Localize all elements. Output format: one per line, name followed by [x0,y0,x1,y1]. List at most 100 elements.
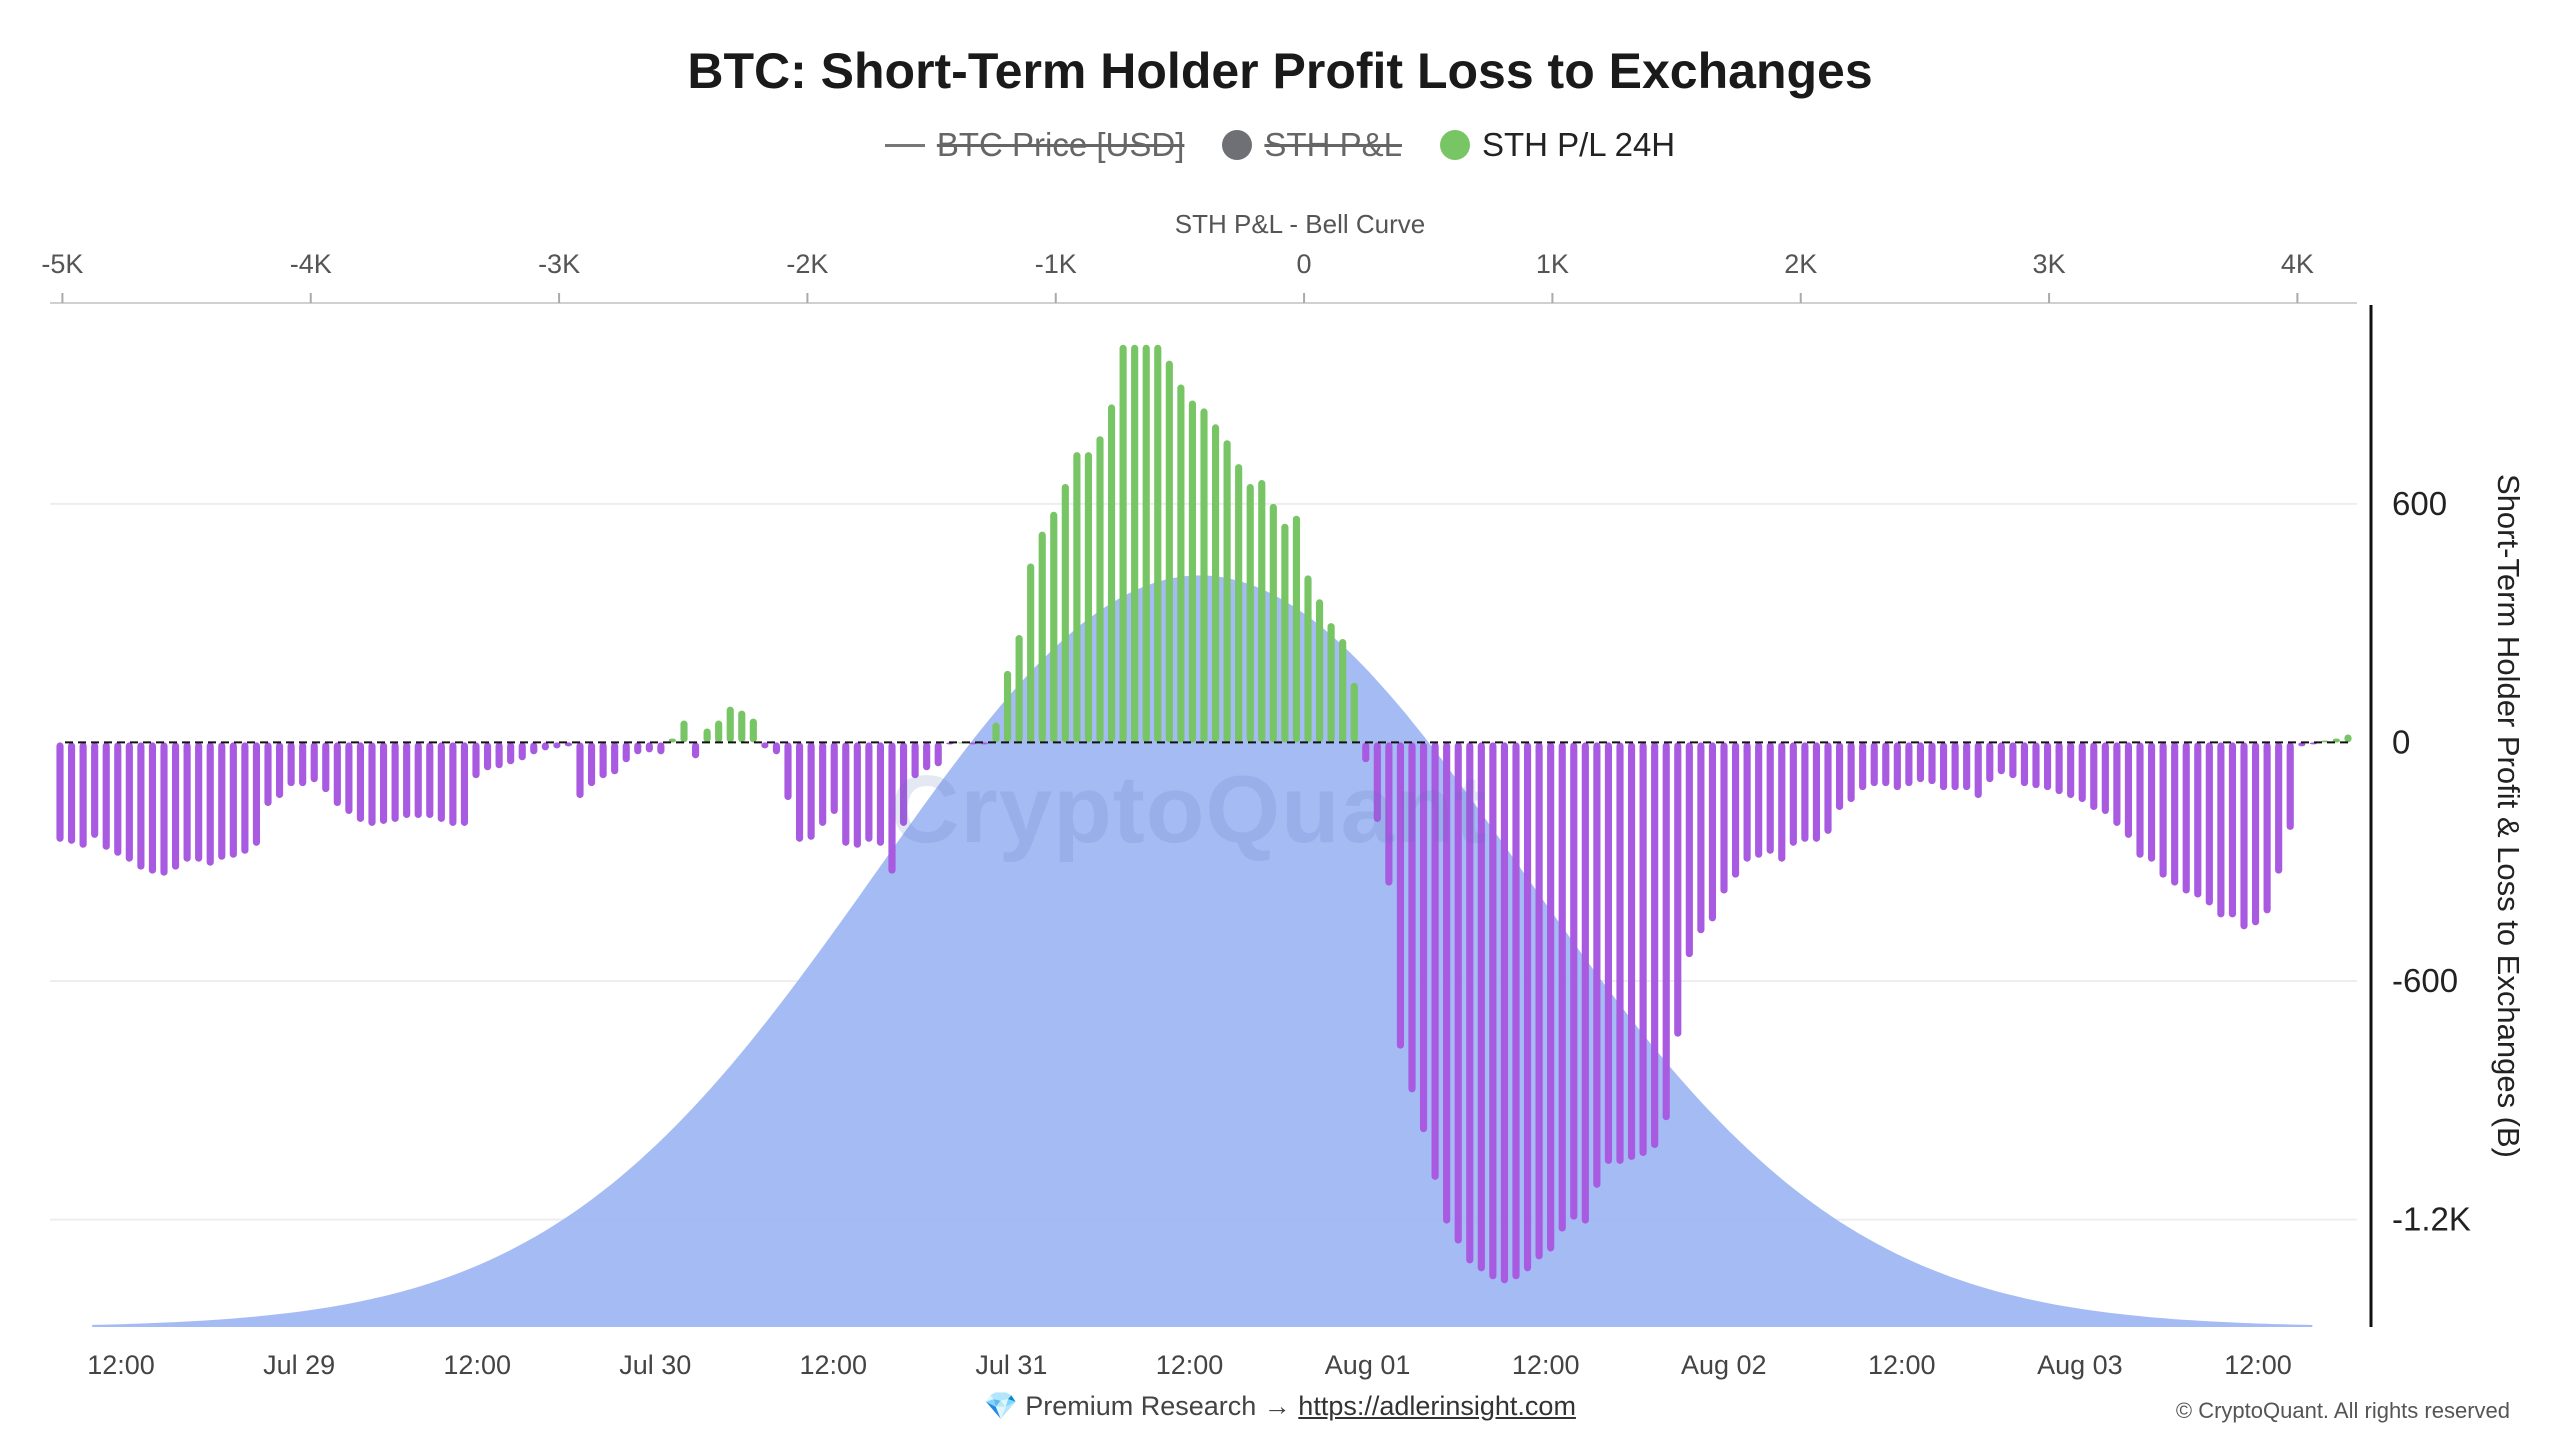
data-bar [1454,742,1462,1244]
data-bar [541,742,549,751]
data-bar [1396,742,1405,1049]
data-bar [1061,483,1069,743]
data-bar [1466,742,1474,1264]
top-axis-tick-label: 4K [2281,249,2314,279]
data-bar [67,742,76,844]
data-bar [772,742,781,755]
data-bar [1269,503,1277,743]
data-bar [2159,742,2167,878]
data-bar [576,742,584,799]
data-bar [1824,742,1832,834]
data-bar [437,742,445,822]
data-bar [1188,400,1197,743]
data-bar [1165,360,1173,743]
data-bar [1708,742,1717,922]
data-bar [322,742,330,793]
x-axis-tick-label: 12:00 [87,1350,155,1380]
data-bar [2067,742,2075,799]
data-bar [229,742,237,858]
data-bar [114,742,122,856]
data-bar [969,742,977,745]
data-bar [599,742,607,779]
data-bar [1986,742,1994,783]
data-bar [1859,742,1867,791]
data-bar [1096,436,1104,743]
data-bar [2182,742,2190,894]
data-bar [241,742,249,854]
data-bar [2240,742,2248,930]
data-bar [1685,742,1693,958]
data-bar [1870,742,1878,787]
diamond-icon: 💎 [984,1391,1018,1421]
top-axis-tick-label: -5K [41,249,83,279]
data-bar [1755,742,1763,858]
data-bar [1547,742,1555,1252]
data-bar [1154,344,1162,743]
data-bar [148,742,157,874]
data-bar [1558,742,1566,1232]
data-bar [1107,404,1116,743]
data-bar [853,742,861,848]
watermark: CryptoQuant [890,756,1488,863]
data-bar [1916,742,1925,783]
data-bar [888,742,896,874]
data-bar [1408,742,1416,1093]
data-bar [2113,742,2121,826]
y-axis-tick-label: 0 [2392,723,2410,760]
data-bar [1766,742,1774,854]
bell-curve-area [92,575,2313,1327]
data-bar [2078,742,2086,803]
data-bar [1235,464,1243,743]
data-bar [784,742,792,801]
data-bar [622,742,630,763]
x-axis-ticks: 12:00 Jul 29 12:00 Jul 30 12:00 Jul 31 12:00 Au… [87,1350,2292,1380]
data-bar [1789,742,1797,846]
data-bar [1073,452,1081,743]
data-bar [1720,742,1728,894]
data-bar [507,742,515,765]
data-bar [1974,742,1982,799]
data-bar [1385,742,1393,886]
footer-text: Premium Research → [1025,1391,1291,1421]
data-bar [1477,742,1485,1272]
data-bar [379,742,388,824]
top-axis-tick-label: -1K [1035,249,1077,279]
x-axis-tick-label: Aug 02 [1681,1350,1767,1380]
data-bar [1928,742,1936,785]
data-bar [876,742,885,846]
data-bar [1604,742,1613,1164]
data-bar [2136,742,2144,858]
data-bar [1327,623,1335,743]
data-bar [1731,742,1740,878]
x-axis-tick-label: 12:00 [443,1350,511,1380]
dot-swatch-icon [1439,130,1470,160]
legend-item-sth-pl-24h[interactable]: STH P/L 24H [1439,126,1675,164]
legend-item-sth-pnl[interactable]: STH P&L [1222,126,1402,164]
data-bar [206,742,214,866]
footer-link[interactable]: https://adlerinsight.com [1298,1391,1576,1421]
legend-item-btc-price[interactable]: BTC Price [USD] [884,126,1184,164]
data-bar [2171,742,2179,886]
data-bar [264,742,272,807]
x-axis-tick-label: 12:00 [1156,1350,1224,1380]
data-bar [1419,742,1428,1133]
data-bar [530,742,538,755]
data-bar [1893,742,1901,791]
data-bar [795,742,804,842]
data-bar [299,742,307,787]
data-bar [587,742,596,787]
x-axis-tick-label: Aug 01 [1325,1350,1411,1380]
data-bar [1015,635,1023,743]
data-bar [1211,424,1220,743]
data-bar [2090,742,2098,811]
x-axis-tick-label: Jul 31 [975,1350,1047,1380]
data-bar [842,742,850,846]
data-bar [1304,575,1312,743]
data-bar [1662,742,1670,1121]
data-bar [1616,742,1624,1164]
data-bar [1951,742,1959,791]
data-bar [1027,563,1035,743]
data-bar [715,720,723,743]
data-bar [1431,742,1439,1180]
data-bar [1443,742,1451,1224]
